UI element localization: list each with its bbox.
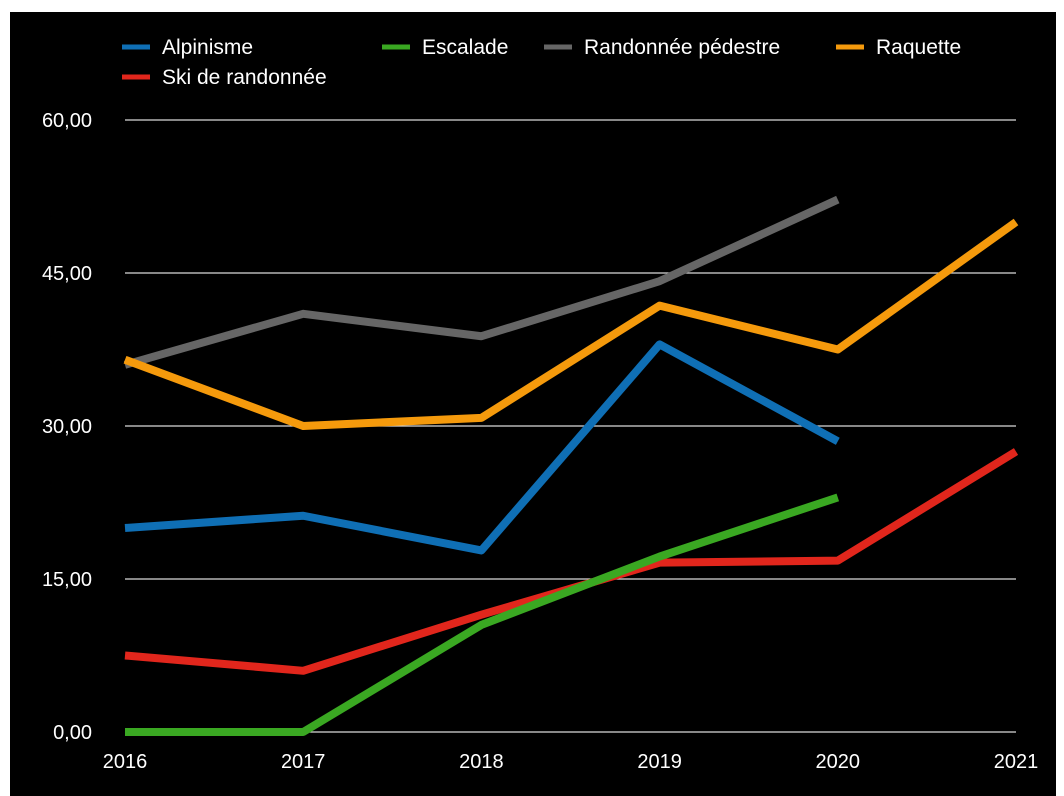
x-tick-label: 2017 — [281, 751, 326, 773]
y-tick-label: 60,00 — [42, 110, 92, 132]
legend-item: Alpinisme — [122, 36, 253, 59]
series-line-randonn-e-p-destre — [123, 195, 840, 369]
series-line-alpinisme — [124, 340, 840, 555]
legend-label: Alpinisme — [162, 36, 253, 59]
legend-item: Randonnée pédestre — [544, 36, 780, 59]
series-lines — [123, 195, 1019, 736]
x-tick-label: 2021 — [994, 751, 1039, 773]
y-tick-label: 0,00 — [53, 722, 92, 744]
legend-label: Escalade — [422, 36, 508, 59]
x-tick-label: 2018 — [459, 751, 504, 773]
chart-area: 0,00 15,00 30,00 45,00 60,00 2016 2017 2018 201… — [10, 12, 1056, 796]
legend-item: Escalade — [382, 36, 508, 59]
gridlines — [125, 119, 1016, 733]
legend-label: Randonnée pédestre — [584, 36, 780, 59]
x-tick-label: 2020 — [816, 751, 861, 773]
y-axis-ticks: 0,00 15,00 30,00 45,00 60,00 — [42, 110, 92, 744]
series-line-ski-de-randonn-e — [124, 448, 1019, 675]
x-tick-label: 2019 — [637, 751, 682, 773]
legend-label: Ski de randonnée — [162, 66, 327, 89]
y-tick-label: 45,00 — [42, 263, 92, 285]
y-tick-label: 30,00 — [42, 416, 92, 438]
legend-item: Raquette — [836, 36, 961, 59]
y-tick-label: 15,00 — [42, 569, 92, 591]
legend: Alpinisme Escalade Randonnée pédestre Raque… — [122, 36, 961, 89]
x-tick-label: 2016 — [103, 751, 148, 773]
legend-item: Ski de randonnée — [122, 66, 327, 89]
legend-label: Raquette — [876, 36, 961, 59]
series-line-raquette — [123, 218, 1019, 430]
x-axis-ticks: 2016 2017 2018 2019 2020 2021 — [103, 751, 1039, 773]
